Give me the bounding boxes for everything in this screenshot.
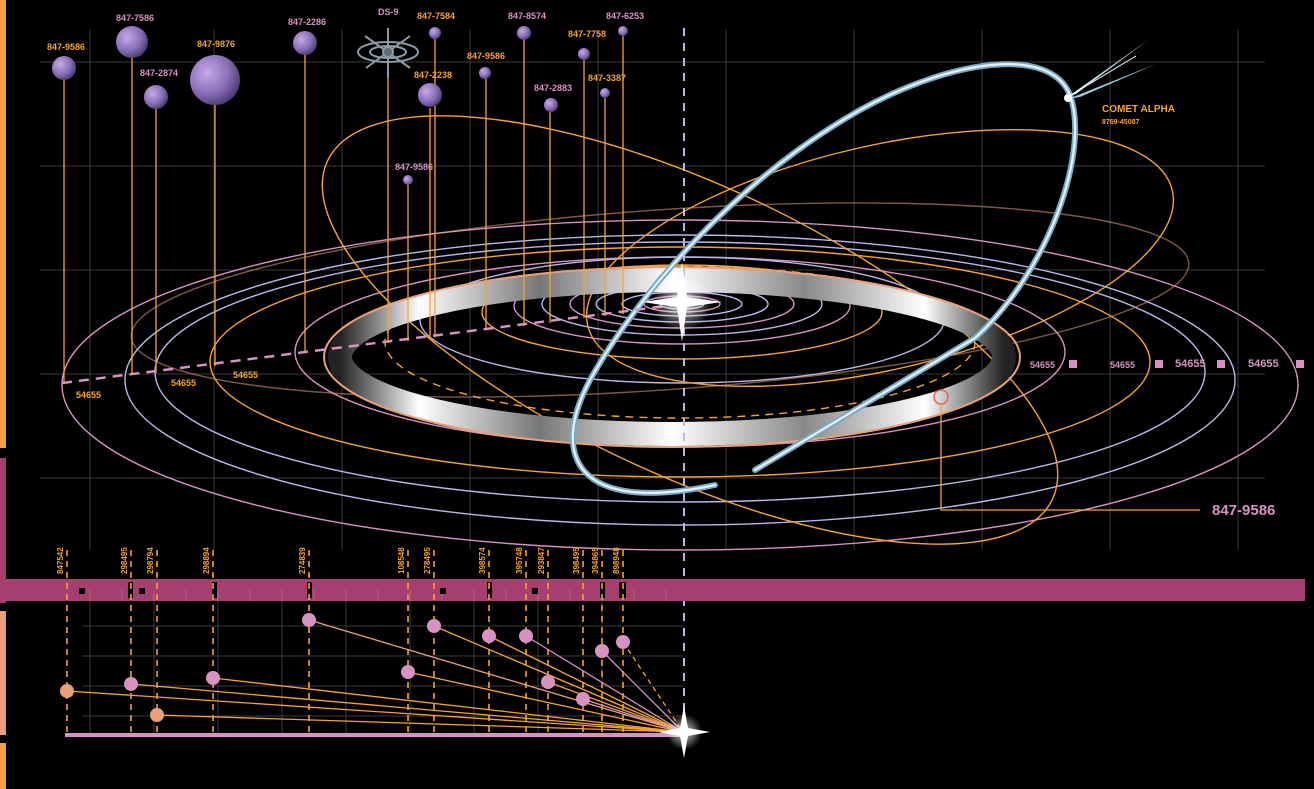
planet-label: 847-3387 [588, 73, 626, 83]
timeline-point[interactable] [124, 677, 138, 691]
bottom-star-icon [658, 706, 710, 758]
timeline-dashes [66, 550, 624, 735]
comet-code: 8769-45087 [1102, 119, 1139, 126]
planets [52, 26, 628, 185]
timeline-point[interactable] [595, 644, 609, 658]
timeline-label: 278495 [423, 547, 432, 574]
planet-label: 847-9586 [467, 51, 505, 61]
right-value-marker [1155, 360, 1163, 368]
timeline-label: 108548 [397, 547, 406, 574]
timeline-point[interactable] [616, 635, 630, 649]
planet-label: 847-9876 [197, 39, 235, 49]
right-value: 54655 [1248, 358, 1279, 370]
timeline-point[interactable] [60, 684, 74, 698]
fan-lines [66, 619, 684, 733]
side-accent-peach [0, 611, 6, 735]
comet-icon [1064, 40, 1156, 102]
timeline-labels: 847542 298495 298794 298894 274839 10854… [56, 547, 621, 574]
orbit-value: 54655 [171, 378, 196, 388]
right-value: 54655 [1175, 358, 1206, 370]
timeline-point[interactable] [576, 692, 590, 706]
callout-label: 847-9586 [1212, 502, 1275, 519]
planet-label: 847-6253 [606, 11, 644, 21]
planet-label: 847-2883 [534, 83, 572, 93]
planet-label: 847-7586 [116, 13, 154, 23]
ds-9-station-icon[interactable] [357, 28, 419, 78]
planet-label: DS-9 [378, 7, 399, 17]
bottom-dots [60, 613, 630, 722]
right-value-marker [1296, 360, 1304, 368]
planet-label: 847-2238 [414, 70, 452, 80]
timeline-label: 398495 [572, 547, 581, 574]
callout [933, 389, 1200, 511]
bottom-baseline [65, 733, 683, 737]
reference-line [61, 302, 683, 385]
planet-847-7758[interactable] [578, 48, 590, 60]
side-accent-orange [0, 0, 6, 448]
timeline-label: 274839 [298, 547, 307, 574]
planet-847-6253[interactable] [618, 26, 628, 36]
right-value-marker [1069, 360, 1077, 368]
right-value: 54655 [1030, 360, 1055, 370]
orbit-value: 54655 [233, 370, 258, 380]
planet-labels: 847-9586 847-7586 847-2874 847-9876 847-… [47, 7, 644, 172]
comet-orbit [569, 61, 1079, 496]
planet-label: 847-7758 [568, 29, 606, 39]
timeline-label: 298794 [146, 547, 155, 574]
timeline-marks [79, 582, 626, 598]
planet-label: 847-9586 [395, 162, 433, 172]
timeline-point[interactable] [541, 675, 555, 689]
planet-847-7584[interactable] [429, 27, 441, 39]
timeline-point[interactable] [482, 629, 496, 643]
timeline-point[interactable] [427, 619, 441, 633]
timeline-label: 847542 [56, 547, 65, 574]
planet-847-7586[interactable] [116, 26, 148, 58]
planet-847-3387[interactable] [600, 88, 610, 98]
planet-847-2874[interactable] [144, 85, 168, 109]
planet-drop-lines [63, 36, 624, 383]
star-icon [642, 262, 722, 342]
timeline-label: 298495 [120, 547, 129, 574]
planet-847-2238[interactable] [418, 83, 442, 107]
right-values: 54655 54655 54655 54655 [1030, 358, 1304, 370]
planet-847-9586c[interactable] [479, 67, 491, 79]
planet-847-2883[interactable] [544, 98, 558, 112]
timeline-point[interactable] [519, 629, 533, 643]
planet-847-8574[interactable] [517, 26, 531, 40]
planet-847-9586[interactable] [52, 56, 76, 80]
timeline-label: 293847 [537, 547, 546, 574]
timeline-label: 398574 [478, 547, 487, 574]
right-value-marker [1217, 360, 1225, 368]
planet-label: 847-8574 [508, 11, 546, 21]
timeline-label: 898948 [612, 547, 621, 574]
timeline-label: 298894 [202, 547, 211, 574]
planet-label: 847-2286 [288, 17, 326, 27]
timeline-point[interactable] [150, 708, 164, 722]
orbit-value-labels: 54655 54655 54655 [76, 370, 258, 400]
planet-847-2286[interactable] [293, 31, 317, 55]
planet-label: 847-7584 [417, 11, 455, 21]
right-value: 54655 [1110, 360, 1135, 370]
side-accent-magenta [0, 458, 6, 603]
comet-name: COMET ALPHA [1102, 104, 1175, 115]
timeline-point[interactable] [401, 665, 415, 679]
side-accent-orange-bottom [0, 743, 6, 789]
planet-label: 847-2874 [140, 68, 178, 78]
timeline-label: 394865 [591, 547, 600, 574]
timeline-label: 395748 [515, 547, 524, 574]
timeline-point[interactable] [206, 671, 220, 685]
planet-847-9876[interactable] [190, 55, 240, 105]
timeline-point[interactable] [302, 613, 316, 627]
planet-847-9586b[interactable] [403, 175, 413, 185]
timeline-bar [0, 579, 1305, 601]
planet-label: 847-9586 [47, 42, 85, 52]
orbit-value: 54655 [76, 390, 101, 400]
